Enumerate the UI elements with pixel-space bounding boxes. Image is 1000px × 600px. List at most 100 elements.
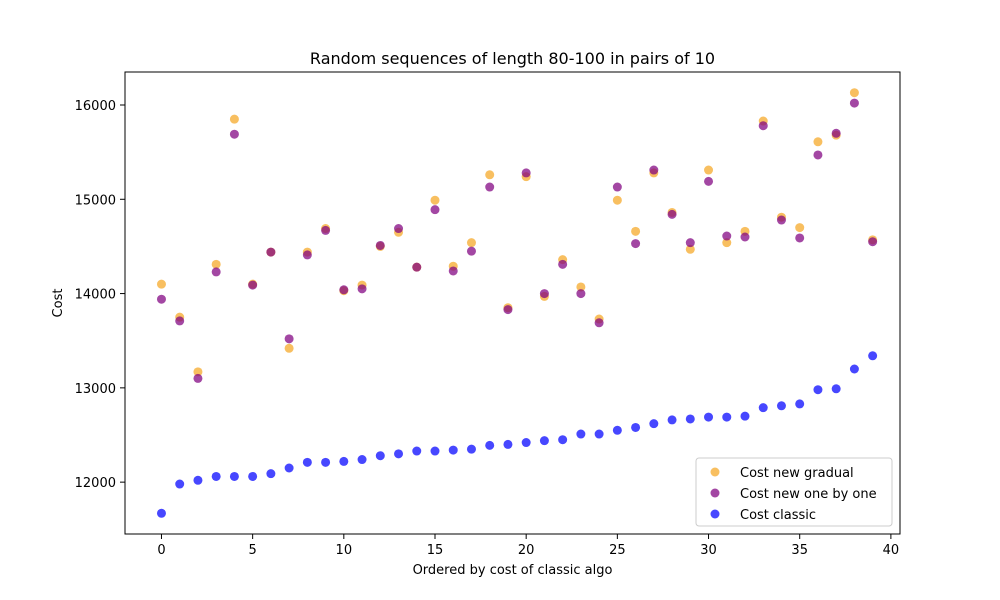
series-1 (156, 98, 878, 383)
data-point (394, 224, 404, 234)
data-point (649, 419, 659, 429)
data-point (193, 475, 203, 485)
y-axis: 12000 13000 14000 15000 16000 (75, 99, 125, 491)
y-tick-label: 14000 (75, 288, 116, 303)
data-point (302, 457, 312, 467)
data-point (248, 280, 258, 290)
series-2 (156, 351, 878, 518)
data-point (685, 238, 695, 248)
data-point (740, 232, 750, 242)
data-point (758, 121, 768, 131)
data-point (430, 446, 440, 456)
data-point (266, 469, 276, 479)
data-point (758, 403, 768, 413)
x-tick-label: 0 (157, 543, 165, 558)
data-point (485, 170, 495, 180)
y-tick-label: 15000 (75, 193, 116, 208)
data-point (375, 240, 385, 250)
data-point (175, 316, 185, 326)
data-point (430, 205, 440, 215)
legend-box (695, 457, 893, 527)
data-point (503, 305, 513, 315)
plot-area-frame (124, 71, 901, 535)
data-point (795, 399, 805, 409)
data-point (284, 343, 294, 353)
data-point (868, 351, 878, 361)
x-tick-label: 25 (609, 543, 626, 558)
data-point (229, 129, 239, 139)
data-point (631, 422, 641, 432)
x-tick-label: 15 (427, 543, 444, 558)
data-point (266, 247, 276, 257)
data-point (156, 294, 166, 304)
data-point (667, 209, 677, 219)
y-tick-label: 12000 (75, 476, 116, 491)
data-point (612, 182, 622, 192)
data-point (722, 412, 732, 422)
data-point (412, 262, 422, 272)
data-point (211, 267, 221, 277)
data-point (248, 471, 258, 481)
y-axis-label: Cost (51, 289, 66, 318)
data-point (485, 182, 495, 192)
data-point (704, 412, 714, 422)
data-point (375, 451, 385, 461)
data-point (740, 411, 750, 421)
data-point (667, 415, 677, 425)
data-point (576, 282, 586, 292)
data-point (430, 195, 440, 205)
x-tick-label: 10 (336, 543, 353, 558)
data-point (685, 244, 695, 254)
data-point (831, 384, 841, 394)
data-point (795, 233, 805, 243)
data-point (229, 471, 239, 481)
x-tick-label: 5 (249, 543, 257, 558)
data-point (539, 289, 549, 299)
data-point (211, 471, 221, 481)
data-point (175, 479, 185, 489)
legend-marker (710, 488, 720, 498)
data-point (357, 284, 367, 294)
x-tick-label: 35 (791, 543, 808, 558)
data-point (357, 455, 367, 465)
data-point (193, 373, 203, 383)
data-point (558, 259, 568, 269)
data-point (722, 238, 732, 248)
data-point (849, 88, 859, 98)
legend-label: Cost classic (740, 508, 816, 523)
legend-label: Cost new gradual (740, 466, 854, 481)
data-point (466, 444, 476, 454)
data-point (813, 385, 823, 395)
data-point (868, 237, 878, 247)
data-point (466, 246, 476, 256)
data-point (631, 239, 641, 249)
data-point (193, 367, 203, 377)
data-point (302, 250, 312, 260)
data-point (539, 436, 549, 446)
data-point (521, 438, 531, 448)
data-point (394, 449, 404, 459)
data-point (284, 334, 294, 344)
data-point (284, 463, 294, 473)
data-point (849, 364, 859, 374)
data-point (631, 226, 641, 236)
data-point (813, 137, 823, 147)
data-point (448, 445, 458, 455)
data-point (849, 98, 859, 108)
data-point (576, 289, 586, 299)
data-point (776, 215, 786, 225)
data-point (321, 225, 331, 235)
data-point (156, 508, 166, 518)
data-point (831, 128, 841, 138)
data-point (795, 223, 805, 233)
data-point (649, 165, 659, 175)
legend: Cost new gradual Cost new one by one Cost … (695, 457, 893, 527)
data-point (503, 439, 513, 449)
data-point (466, 238, 476, 248)
data-point (722, 231, 732, 241)
legend-marker (710, 509, 720, 519)
data-point (594, 318, 604, 328)
data-point (448, 266, 458, 276)
x-tick-label: 40 (883, 543, 900, 558)
